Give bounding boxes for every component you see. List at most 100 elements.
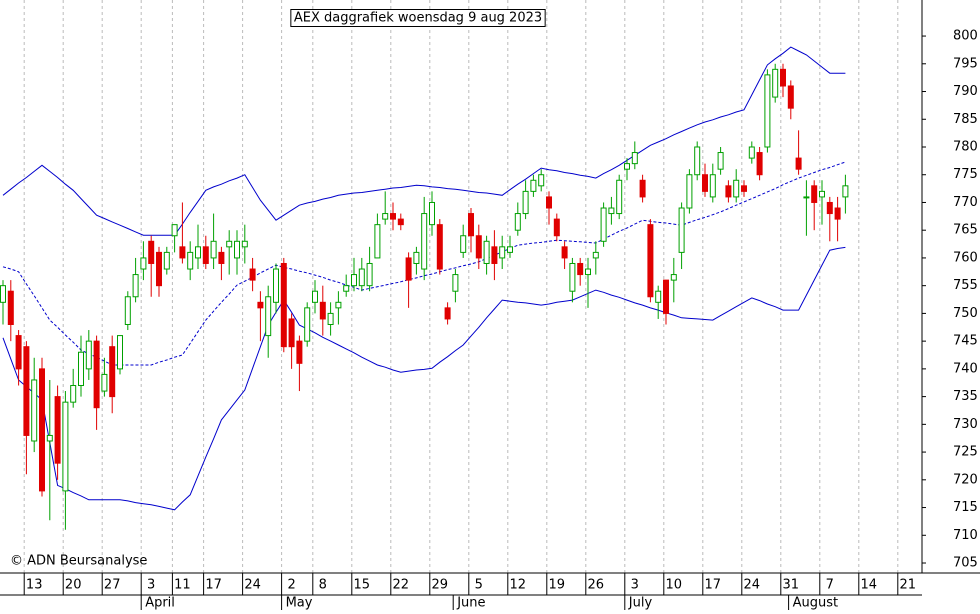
x-tick-label: 19 — [549, 578, 566, 593]
candle-body — [39, 368, 45, 492]
candle-body — [351, 274, 357, 287]
x-tick-label: 13 — [26, 578, 43, 593]
candle-body — [218, 251, 225, 264]
x-tick-label: 3 — [147, 578, 155, 593]
bollinger-upper — [2, 46, 846, 236]
x-tick-label: 22 — [393, 578, 410, 593]
candle-body — [522, 190, 529, 215]
candle-body — [374, 224, 381, 259]
candle-body — [93, 340, 100, 409]
candle-body — [741, 185, 747, 192]
candle-body — [195, 246, 201, 259]
month-label: April — [145, 596, 175, 611]
candle-body — [702, 174, 708, 192]
candle-body — [101, 373, 108, 392]
candle-body — [725, 185, 732, 198]
x-tick-label: 3 — [631, 578, 639, 593]
candle-body — [499, 246, 506, 259]
candle-body — [663, 279, 669, 314]
candle-body — [569, 262, 576, 292]
candle-body — [530, 179, 537, 192]
month-label: August — [793, 596, 839, 611]
candle-body — [639, 179, 646, 198]
month-label: May — [286, 596, 313, 611]
y-tick-label: 785 — [953, 112, 978, 127]
candle-body — [171, 224, 178, 237]
candle-body — [553, 218, 560, 237]
candle-body — [273, 268, 279, 303]
y-tick-label: 730 — [953, 417, 978, 432]
candle-body — [319, 301, 326, 320]
month-label: June — [456, 596, 485, 611]
candle-body — [483, 240, 490, 264]
y-tick-label: 720 — [953, 472, 978, 487]
candle-body — [764, 74, 771, 148]
candle-body — [709, 174, 716, 198]
x-tick-label: 5 — [475, 578, 483, 593]
y-tick-label: 705 — [953, 556, 978, 571]
x-tick-label: 15 — [354, 578, 371, 593]
candle-body — [78, 351, 84, 387]
candle-body — [257, 301, 264, 309]
candle-body — [397, 218, 404, 226]
candle-body — [421, 213, 428, 270]
x-tick-label: 11 — [174, 578, 191, 593]
y-tick-label: 765 — [953, 223, 978, 238]
y-tick-label: 745 — [953, 334, 978, 349]
candle-body — [54, 396, 61, 464]
candle-body — [468, 213, 474, 237]
candle-body — [265, 296, 272, 337]
candle-body — [109, 346, 116, 398]
candle-body — [514, 213, 521, 231]
candle-body — [733, 179, 740, 198]
candle-body — [795, 157, 802, 170]
x-tick-label: 21 — [900, 578, 917, 593]
candle-body — [592, 251, 599, 259]
x-tick-label: 26 — [588, 578, 605, 593]
candle-body — [717, 152, 724, 170]
candle-body — [187, 251, 194, 270]
candle-body — [631, 152, 638, 165]
chart-title: AEX daggrafiek woensdag 9 aug 2023 — [294, 11, 542, 26]
candle-body — [241, 240, 248, 248]
x-tick-label: 12 — [510, 578, 527, 593]
candle-body — [756, 152, 763, 176]
candle-body — [577, 262, 584, 276]
candle-body — [335, 301, 342, 309]
x-tick-label: 17 — [205, 578, 222, 593]
candle-body — [249, 268, 256, 281]
candle-body — [600, 207, 607, 242]
candle-body — [140, 257, 147, 270]
x-tick-label: 20 — [65, 578, 82, 593]
y-tick-label: 725 — [953, 445, 978, 460]
copyright: © ADN Beursanalyse — [10, 554, 147, 569]
y-tick-label: 775 — [953, 167, 978, 182]
candle-body — [429, 201, 435, 226]
candle-body — [686, 174, 693, 209]
candle-body — [226, 240, 233, 248]
candle-body — [436, 224, 443, 270]
candle-body — [132, 274, 139, 298]
x-tick-label: 8 — [319, 578, 327, 593]
y-tick-label: 790 — [953, 84, 978, 99]
bollinger-lower — [2, 246, 846, 511]
y-tick-label: 750 — [953, 306, 978, 321]
x-tick-label: 31 — [783, 578, 800, 593]
candle-body — [15, 335, 22, 370]
candle-body — [382, 213, 389, 220]
y-tick-label: 780 — [953, 139, 978, 154]
x-tick-label: 24 — [744, 578, 761, 593]
candle-body — [304, 307, 311, 342]
y-tick-label: 740 — [953, 361, 978, 376]
candle-body — [413, 251, 420, 264]
candle-body — [460, 235, 467, 253]
candle-body — [296, 340, 303, 364]
title-box — [290, 9, 546, 27]
candle-body — [0, 285, 6, 303]
candle-body — [117, 335, 123, 370]
x-tick-label: 14 — [861, 578, 878, 593]
x-tick-label: 2 — [287, 578, 295, 593]
candle-body — [787, 85, 794, 109]
candle-body — [538, 174, 545, 187]
